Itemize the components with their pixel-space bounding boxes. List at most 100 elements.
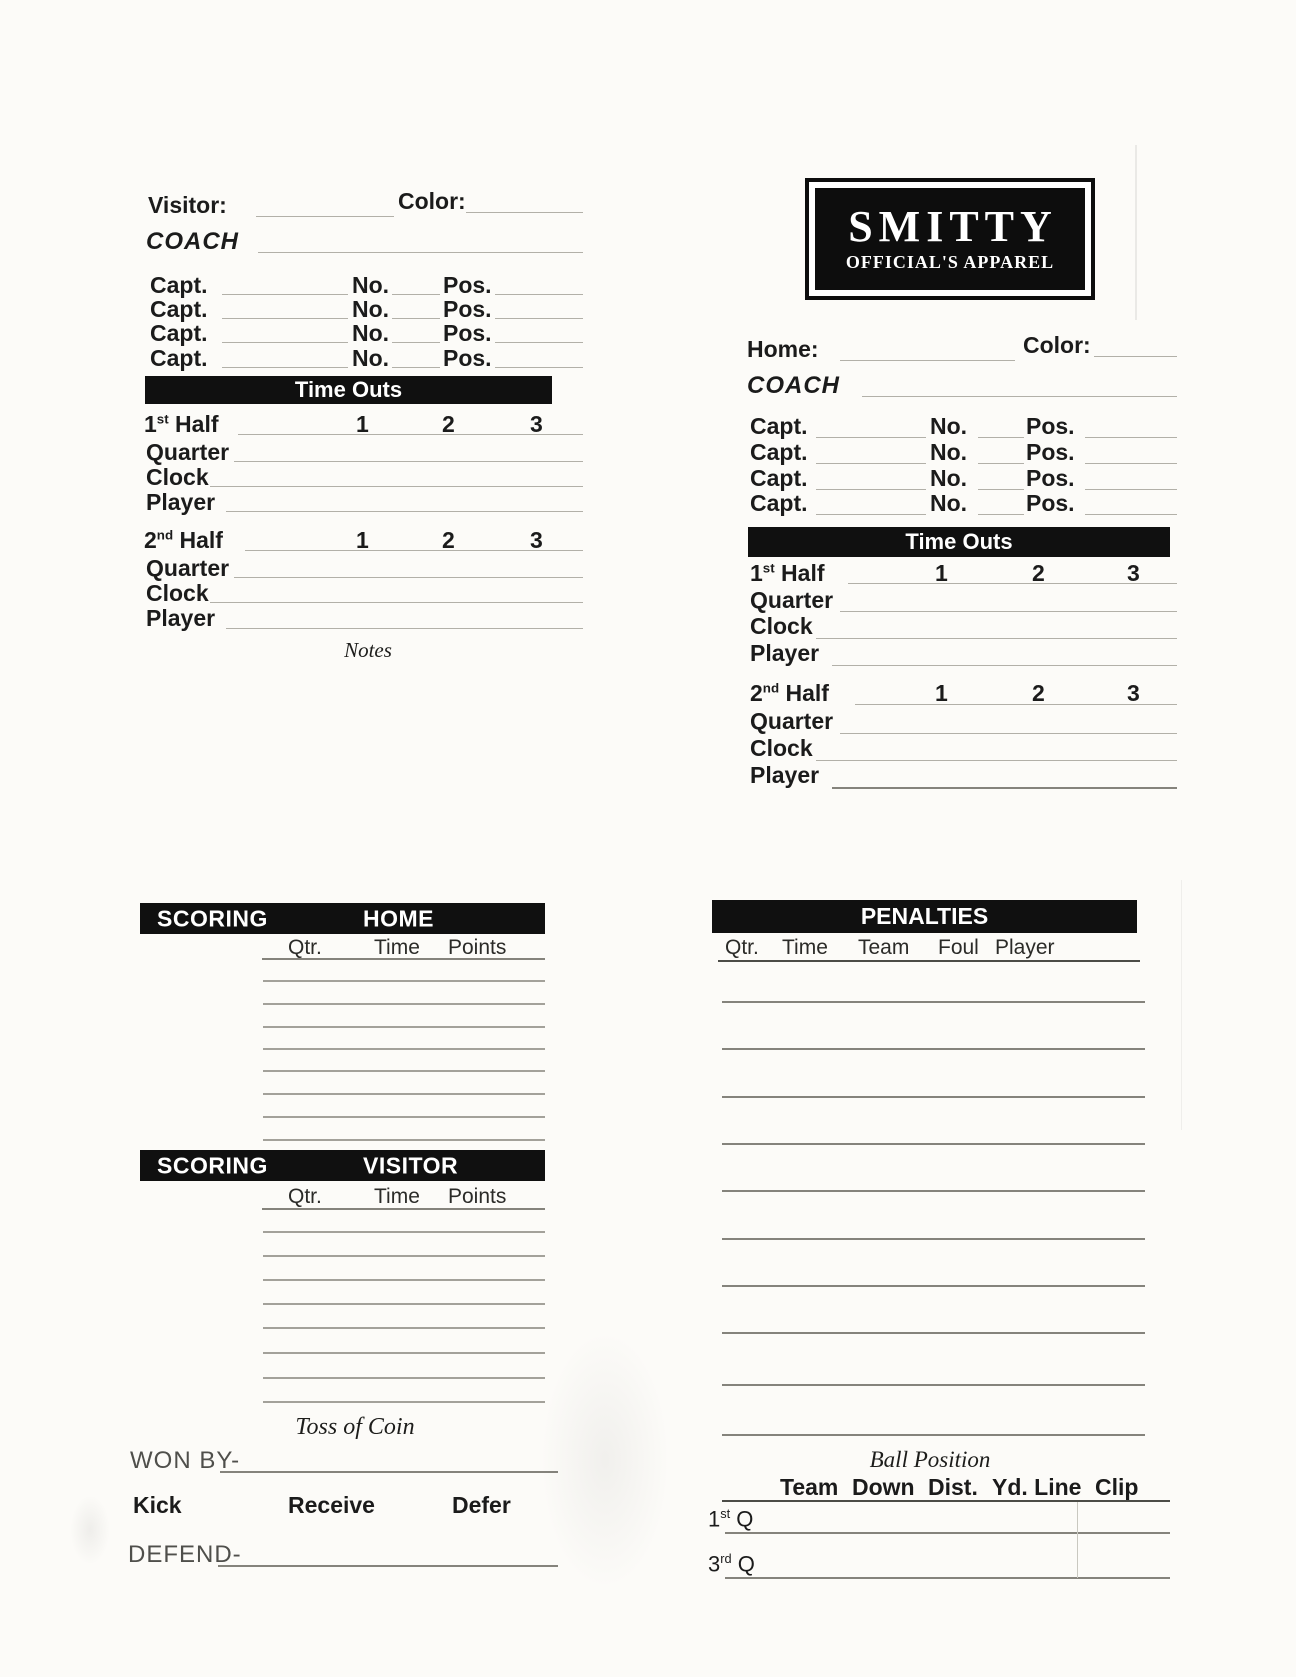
col-clip: Clip xyxy=(1095,1474,1139,1500)
capt-pos-line xyxy=(495,318,583,319)
scoring-row-line xyxy=(263,1026,545,1028)
home-coach-label: COACH xyxy=(747,372,840,399)
timeout-slot-2: 2 xyxy=(1032,560,1045,586)
col-foul: Foul xyxy=(938,936,979,959)
capt-no-line xyxy=(978,463,1024,464)
pos-label: Pos. xyxy=(1026,413,1075,439)
penalties-bar: PENALTIES xyxy=(712,900,1137,933)
no-label: No. xyxy=(352,320,390,346)
col-down: Down xyxy=(852,1474,915,1500)
clock-label: Clock xyxy=(146,580,209,606)
player-label: Player xyxy=(750,762,820,788)
first-half-label: 1st Half xyxy=(750,560,825,586)
timeout-slot-3: 3 xyxy=(530,527,543,553)
clock-line xyxy=(210,602,583,603)
player-line xyxy=(832,787,1177,789)
no-label: No. xyxy=(930,490,968,516)
second-half-label: 2nd Half xyxy=(144,527,223,553)
scoring-row-line xyxy=(263,1139,545,1141)
pos-label: Pos. xyxy=(443,296,492,322)
capt-name-line xyxy=(222,367,348,368)
penalty-row-line xyxy=(722,1238,1145,1240)
col-team: Team xyxy=(780,1474,839,1500)
penalty-row-line xyxy=(722,1143,1145,1145)
timeout-slot-3: 3 xyxy=(1127,560,1140,586)
pos-label: Pos. xyxy=(443,345,492,371)
penalty-row-line xyxy=(722,1001,1145,1003)
visitor-color-label: Color: xyxy=(398,188,466,214)
capt-label: Capt. xyxy=(750,490,808,516)
capt-name-line xyxy=(816,463,926,464)
no-label: No. xyxy=(930,465,968,491)
capt-pos-line xyxy=(1085,514,1177,515)
third-quarter-line xyxy=(725,1577,1170,1579)
player-label: Player xyxy=(146,605,216,631)
scoring-label: SCORING xyxy=(157,905,268,931)
capt-label: Capt. xyxy=(150,320,208,346)
penalties-header-line xyxy=(718,960,1140,962)
second-half-label: 2nd Half xyxy=(750,680,829,706)
penalty-row-line xyxy=(722,1190,1145,1192)
scoring-row-line xyxy=(263,1303,545,1305)
scan-smudge xyxy=(70,1495,110,1565)
col-team: Team xyxy=(858,936,910,959)
visitor-coach-label: COACH xyxy=(146,228,239,255)
visitor-label: Visitor: xyxy=(148,192,227,218)
ball-position-title: Ball Position xyxy=(869,1447,991,1472)
capt-no-line xyxy=(978,514,1024,515)
first-quarter-label: 1st Q xyxy=(708,1506,754,1532)
home-timeouts-bar: Time Outs xyxy=(748,527,1170,557)
toss-of-coin-title: Toss of Coin xyxy=(295,1414,415,1440)
defer-label: Defer xyxy=(452,1492,511,1518)
no-label: No. xyxy=(352,296,390,322)
scoring-row-line xyxy=(263,1003,545,1005)
timeout-slot-1: 1 xyxy=(356,411,369,437)
capt-pos-line xyxy=(495,342,583,343)
scoring-row-line xyxy=(263,1048,545,1050)
col-qtr: Qtr. xyxy=(288,936,322,959)
quarter-label: Quarter xyxy=(750,587,834,613)
capt-pos-line xyxy=(495,367,583,368)
col-qtr: Qtr. xyxy=(725,936,759,959)
penalty-row-line xyxy=(722,1048,1145,1050)
penalty-row-line xyxy=(722,1285,1145,1287)
visitor-name-line xyxy=(256,216,394,217)
scoring-row-line xyxy=(263,1377,545,1379)
capt-name-line xyxy=(222,318,348,319)
col-yd-line: Yd. Line xyxy=(992,1474,1082,1500)
clock-label: Clock xyxy=(750,735,813,761)
clock-label: Clock xyxy=(750,613,813,639)
scoring-row-line xyxy=(263,1255,545,1257)
clock-line xyxy=(210,486,583,487)
scoring-header-line xyxy=(262,958,545,960)
penalties-header-label: PENALTIES xyxy=(860,903,989,929)
scoring-visitor-bar: SCORING VISITOR xyxy=(140,1150,545,1181)
quarter-label: Quarter xyxy=(146,439,230,465)
scan-streak xyxy=(1135,145,1137,320)
clock-line xyxy=(816,760,1177,761)
penalty-row-line xyxy=(722,1384,1145,1386)
scoring-row-line xyxy=(263,980,545,982)
scan-shadow xyxy=(540,1330,670,1590)
first-half-line xyxy=(848,583,1177,584)
kick-label: Kick xyxy=(133,1492,182,1518)
capt-pos-line xyxy=(495,294,583,295)
col-dist: Dist. xyxy=(928,1474,978,1500)
capt-label: Capt. xyxy=(150,272,208,298)
col-time: Time xyxy=(374,936,420,959)
timeout-slot-2: 2 xyxy=(442,527,455,553)
scan-streak xyxy=(1181,880,1182,1130)
second-half-line xyxy=(855,704,1177,705)
pos-label: Pos. xyxy=(1026,439,1075,465)
scoring-row-line xyxy=(263,1231,545,1233)
capt-no-line xyxy=(392,367,440,368)
scoring-row-line xyxy=(263,1401,545,1403)
capt-label: Capt. xyxy=(150,296,208,322)
timeout-slot-2: 2 xyxy=(1032,680,1045,706)
capt-pos-line xyxy=(1085,437,1177,438)
capt-no-line xyxy=(392,318,440,319)
player-label: Player xyxy=(750,640,820,666)
timeout-slot-3: 3 xyxy=(1127,680,1140,706)
capt-label: Capt. xyxy=(750,413,808,439)
